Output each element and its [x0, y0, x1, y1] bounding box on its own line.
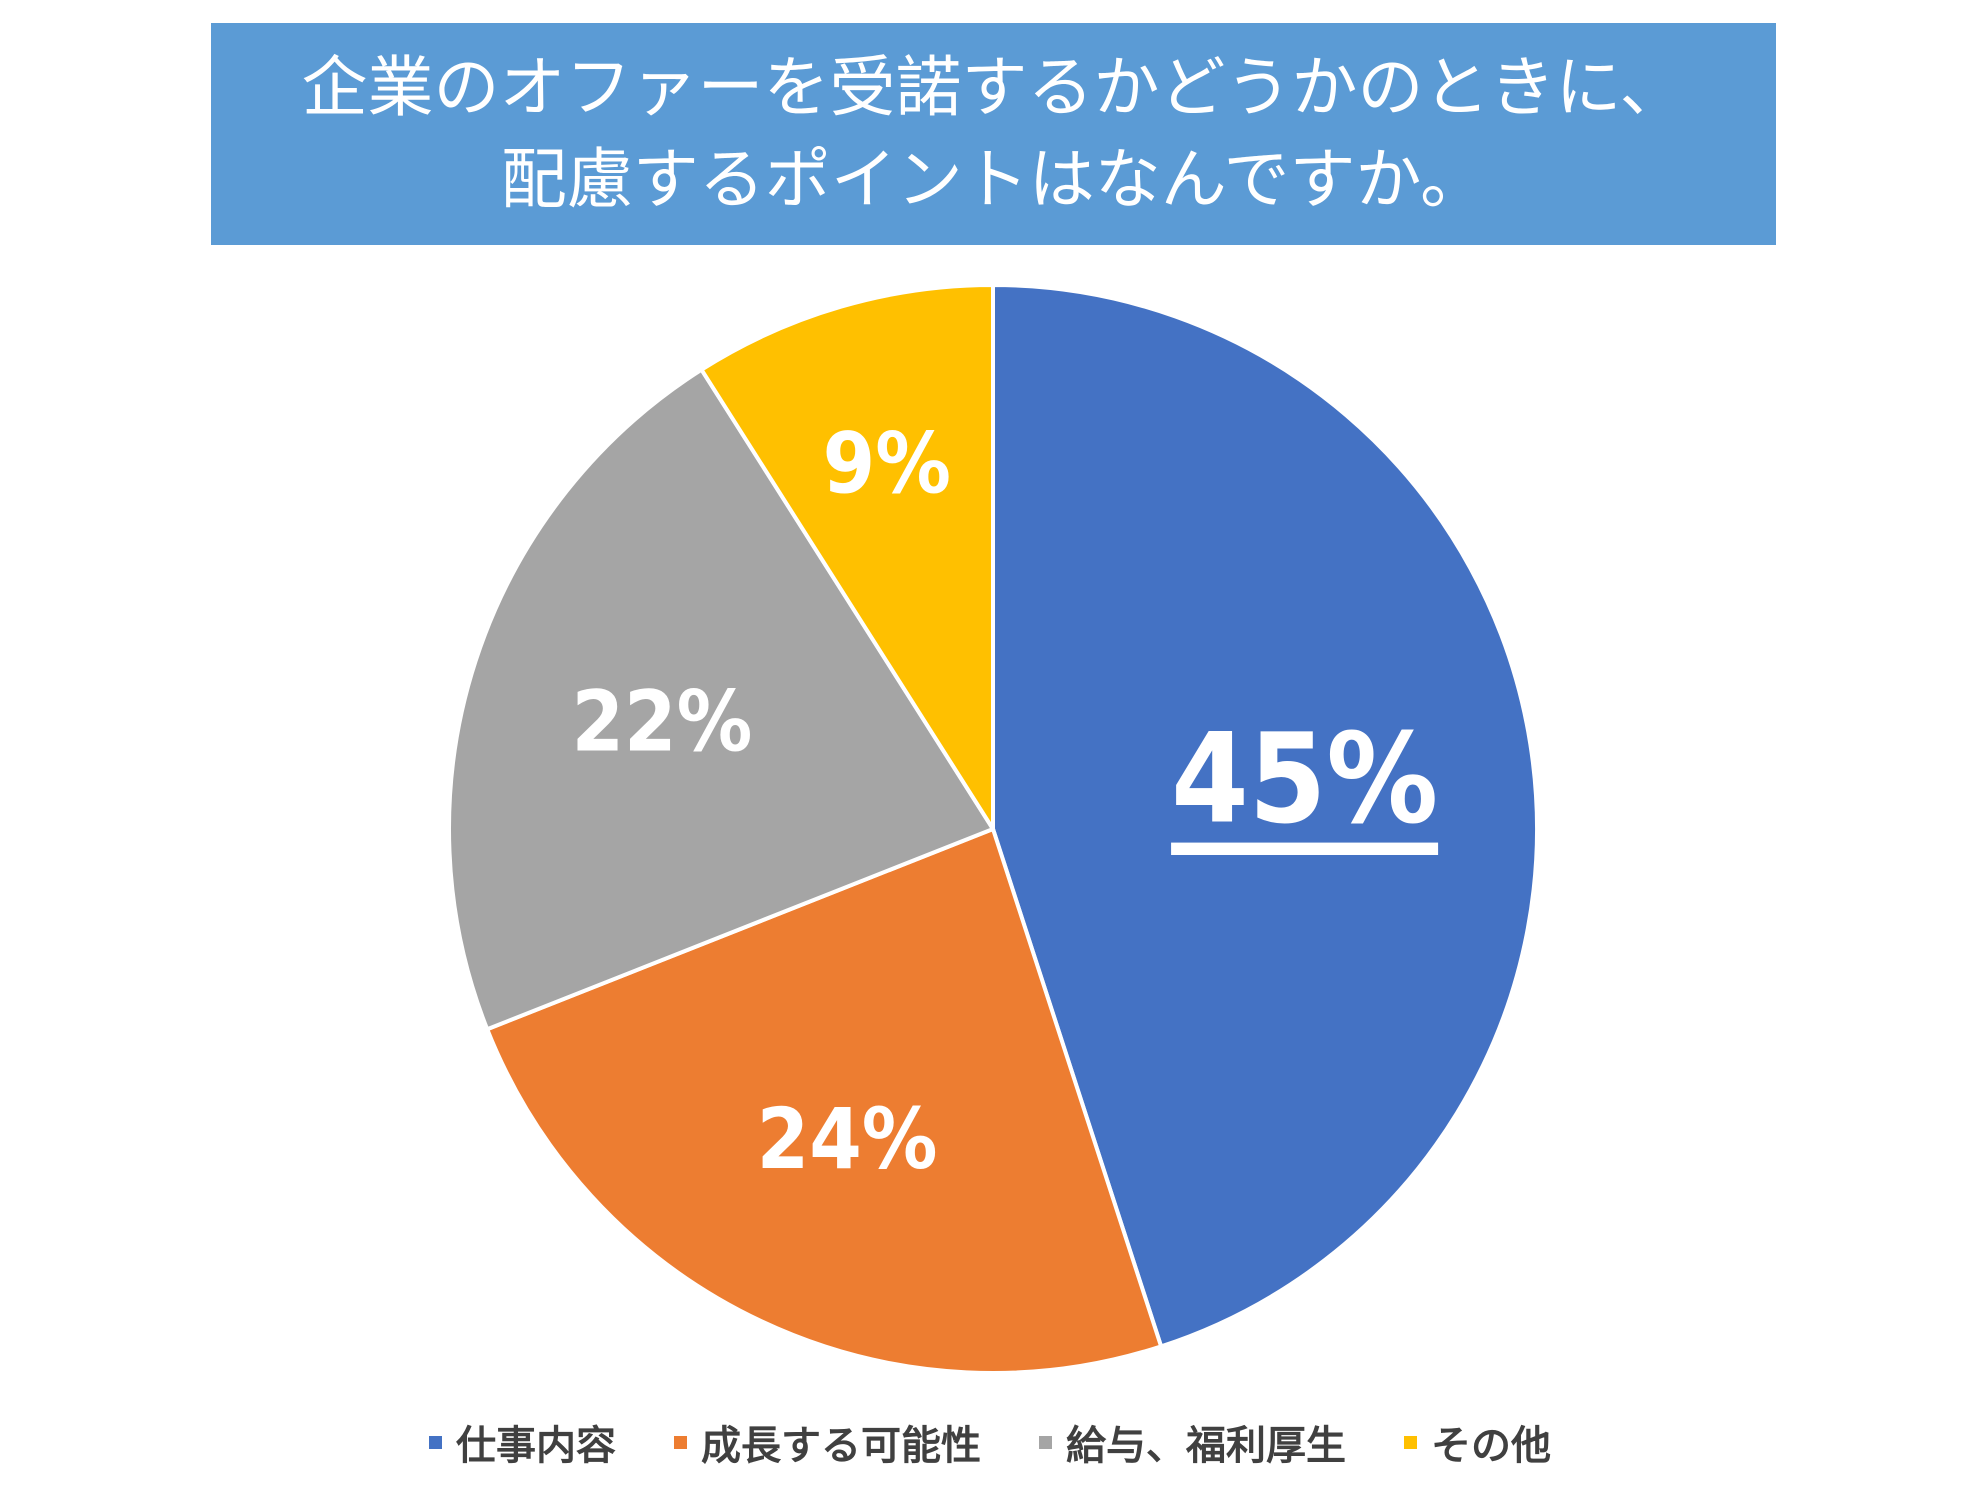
chart-title-line-2: 配慮するポイントはなんですか。	[500, 141, 1487, 218]
legend-swatch-3	[1404, 1435, 1417, 1449]
chart-legend: 仕事内容 成長する可能性 給与、福利厚生 その他	[0, 1412, 1980, 1472]
pie-data-label-1: 24%	[757, 1090, 938, 1188]
pie-slice-1	[485, 827, 1164, 1375]
chart-title-banner: 企業のオファーを受諾するかどうかのときに、 配慮するポイントはなんですか。	[211, 23, 1776, 245]
legend-label-1: 成長する可能性	[701, 1423, 981, 1469]
pie-slice-0	[991, 283, 1539, 1349]
legend-label-3: その他	[1431, 1423, 1551, 1469]
legend-item-3: その他	[1404, 1413, 1551, 1471]
legend-swatch-0	[429, 1435, 442, 1449]
legend-label-0: 仕事内容	[456, 1423, 616, 1469]
legend-item-2: 給与、福利厚生	[1039, 1413, 1346, 1471]
pie-data-label-0: 45%	[1171, 708, 1438, 852]
legend-item-1: 成長する可能性	[674, 1413, 981, 1471]
pie-slice-2	[447, 367, 995, 1032]
pie-slice-3	[699, 283, 995, 831]
legend-label-2: 給与、福利厚生	[1066, 1423, 1346, 1469]
pie-data-labels: 45% 24% 22% 9%	[571, 414, 1438, 1188]
chart-title-line-1: 企業のオファーを受諾するかどうかのときに、	[301, 49, 1686, 126]
legend-item-0: 仕事内容	[429, 1413, 616, 1471]
pie-slices	[447, 283, 1539, 1375]
pie-data-label-3: 9%	[823, 414, 951, 512]
legend-swatch-1	[674, 1435, 687, 1449]
pie-data-label-2: 22%	[571, 672, 752, 770]
legend-swatch-2	[1039, 1435, 1052, 1449]
